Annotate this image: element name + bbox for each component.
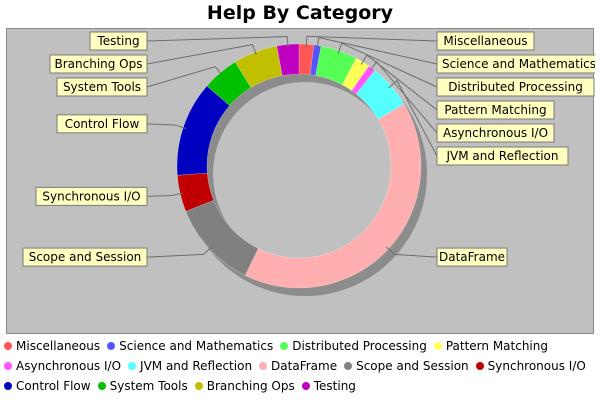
legend-item-asynchronous-i-o[interactable]: Asynchronous I/O xyxy=(4,359,121,373)
legend-label: Testing xyxy=(313,379,356,393)
legend-swatch xyxy=(280,342,289,350)
legend-item-dataframe[interactable]: DataFrame xyxy=(259,359,337,373)
label-box-synchronous-i-o xyxy=(35,186,148,206)
legend-swatch xyxy=(433,342,442,350)
chart-title: Help By Category xyxy=(206,2,394,24)
slice-pattern-matching[interactable] xyxy=(341,57,370,92)
legend-item-control-flow[interactable]: Control Flow xyxy=(4,379,91,393)
label-box-asynchronous-i-o xyxy=(436,123,555,143)
label-box-pattern-matching xyxy=(436,100,555,120)
legend: Miscellaneous Science and Mathematics Dist… xyxy=(4,339,596,399)
legend-swatch xyxy=(475,362,484,370)
label-box-system-tools xyxy=(56,77,148,97)
label-connector-testing xyxy=(146,36,289,48)
data-label-jvm-and-reflection: JVM and Reflection xyxy=(445,149,558,163)
data-label-miscellaneous: Miscellaneous xyxy=(443,34,527,48)
legend-item-system-tools[interactable]: System Tools xyxy=(97,379,188,393)
legend-item-testing[interactable]: Testing xyxy=(301,379,356,393)
donut-chart: Testing Branching Ops System Tools Control … xyxy=(22,31,595,297)
data-label-synchronous-i-o: Synchronous I/O xyxy=(42,189,140,203)
legend-swatch xyxy=(4,382,12,390)
legend-label: Asynchronous I/O xyxy=(16,359,122,373)
legend-label: Synchronous I/O xyxy=(487,359,586,373)
data-label-asynchronous-i-o: Asynchronous I/O xyxy=(443,126,548,140)
plot-area: Testing Branching Ops System Tools Control … xyxy=(6,28,595,334)
legend-item-synchronous-i-o[interactable]: Synchronous I/O xyxy=(475,359,586,373)
legend-swatch xyxy=(194,382,203,390)
legend-item-branching-ops[interactable]: Branching Ops xyxy=(194,379,295,393)
label-box-science-and-mathematics xyxy=(436,54,595,74)
label-box-branching-ops xyxy=(49,54,148,74)
label-connector-system-tools xyxy=(146,66,223,88)
slice-scope-and-session[interactable] xyxy=(185,199,259,276)
label-connector-branching-ops xyxy=(146,44,257,65)
data-label-scope-and-session: Scope and Session xyxy=(29,250,142,264)
legend-item-scope-and-session[interactable]: Scope and Session xyxy=(344,359,469,373)
legend-label: Miscellaneous xyxy=(16,339,101,353)
label-connector-miscellaneous xyxy=(305,35,438,48)
slice-testing[interactable] xyxy=(276,43,300,76)
legend-label: Distributed Processing xyxy=(292,339,427,353)
label-connector-pattern-matching xyxy=(360,54,438,111)
data-label-science-and-mathematics: Science and Mathematics xyxy=(442,57,595,71)
label-box-scope-and-session xyxy=(22,247,148,267)
label-connector-scope-and-session xyxy=(146,246,213,258)
label-connector-control-flow xyxy=(146,123,187,130)
label-box-distributed-processing xyxy=(436,77,595,97)
legend-label: Scope and Session xyxy=(356,359,469,373)
legend-item-pattern-matching[interactable]: Pattern Matching xyxy=(433,339,548,353)
data-label-system-tools: System Tools xyxy=(63,80,141,94)
legend-swatch xyxy=(4,362,12,370)
legend-label: System Tools xyxy=(109,379,188,393)
legend-swatch xyxy=(97,382,106,390)
label-box-dataframe xyxy=(436,247,508,267)
label-connector-asynchronous-i-o xyxy=(369,60,438,134)
legend-swatch xyxy=(344,362,353,370)
legend-item-distributed-processing[interactable]: Distributed Processing xyxy=(280,339,427,353)
slice-control-flow[interactable] xyxy=(176,85,231,176)
legend-swatch xyxy=(128,362,137,370)
legend-swatch xyxy=(259,362,268,370)
data-label-dataframe: DataFrame xyxy=(439,250,505,264)
label-connector-dataframe xyxy=(385,246,438,258)
label-connector-synchronous-i-o xyxy=(146,192,184,197)
legend-swatch xyxy=(301,382,310,390)
slice-dataframe[interactable] xyxy=(244,103,422,289)
data-label-testing: Testing xyxy=(96,34,139,48)
legend-label: Branching Ops xyxy=(206,379,295,393)
label-box-testing xyxy=(89,31,148,51)
legend-swatch xyxy=(4,342,12,350)
data-label-pattern-matching: Pattern Matching xyxy=(444,103,546,117)
legend-item-jvm-and-reflection[interactable]: JVM and Reflection xyxy=(128,359,252,373)
label-box-miscellaneous xyxy=(436,31,535,51)
data-label-distributed-processing: Distributed Processing xyxy=(448,80,583,94)
legend-label: JVM and Reflection xyxy=(140,359,253,373)
legend-item-miscellaneous[interactable]: Miscellaneous xyxy=(4,339,100,353)
label-connector-jvm-and-reflection xyxy=(388,79,438,157)
data-label-branching-ops: Branching Ops xyxy=(54,57,142,71)
legend-item-science-and-mathematics[interactable]: Science and Mathematics xyxy=(107,339,273,353)
legend-label: Science and Mathematics xyxy=(119,339,274,353)
legend-label: Pattern Matching xyxy=(445,339,548,353)
label-box-control-flow xyxy=(56,114,148,134)
legend-label: Control Flow xyxy=(16,379,91,393)
data-label-control-flow: Control Flow xyxy=(65,117,140,131)
label-box-jvm-and-reflection xyxy=(436,146,569,166)
label-connector-distributed-processing xyxy=(337,42,438,88)
label-connector-science-and-mathematics xyxy=(316,36,438,65)
legend-label: DataFrame xyxy=(271,359,338,373)
slice-branching-ops[interactable] xyxy=(234,45,283,88)
slice-asynchronous-i-o[interactable] xyxy=(351,65,376,95)
legend-swatch xyxy=(107,342,116,350)
